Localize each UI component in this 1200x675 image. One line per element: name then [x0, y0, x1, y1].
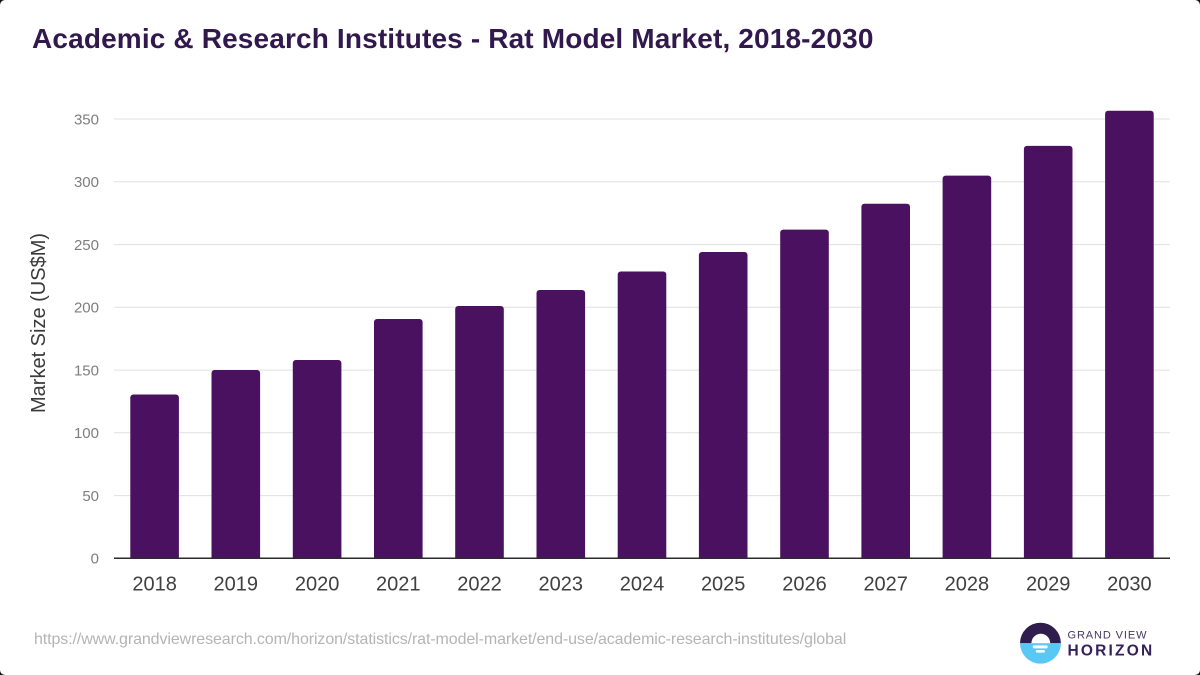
svg-text:0: 0 — [91, 551, 99, 568]
svg-text:2023: 2023 — [539, 574, 584, 596]
svg-text:300: 300 — [74, 174, 99, 191]
svg-text:GRAND VIEW: GRAND VIEW — [1068, 629, 1148, 641]
svg-text:200: 200 — [74, 300, 99, 317]
svg-text:2018: 2018 — [132, 574, 177, 596]
svg-text:2024: 2024 — [620, 574, 665, 596]
svg-text:150: 150 — [74, 363, 99, 380]
svg-text:50: 50 — [82, 488, 99, 505]
svg-text:2028: 2028 — [945, 574, 990, 596]
svg-text:2021: 2021 — [376, 574, 421, 596]
svg-text:2030: 2030 — [1107, 574, 1152, 596]
svg-text:2026: 2026 — [782, 574, 827, 596]
svg-text:2019: 2019 — [214, 574, 259, 596]
svg-text:HORIZON: HORIZON — [1068, 643, 1155, 660]
svg-text:250: 250 — [74, 237, 99, 254]
svg-text:2027: 2027 — [863, 574, 908, 596]
svg-text:350: 350 — [74, 111, 99, 128]
svg-text:2025: 2025 — [701, 574, 746, 596]
svg-text:2020: 2020 — [295, 574, 340, 596]
svg-text:Market Size (US$M): Market Size (US$M) — [28, 233, 50, 413]
svg-text:100: 100 — [74, 425, 99, 442]
svg-text:2029: 2029 — [1026, 574, 1071, 596]
svg-text:2022: 2022 — [457, 574, 502, 596]
